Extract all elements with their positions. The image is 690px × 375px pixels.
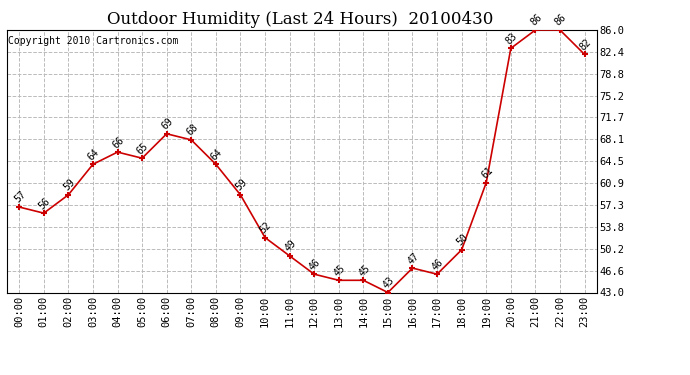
Text: 83: 83 xyxy=(504,31,520,46)
Text: 64: 64 xyxy=(86,147,101,162)
Text: 82: 82 xyxy=(578,37,593,52)
Text: 68: 68 xyxy=(184,122,199,138)
Text: 46: 46 xyxy=(307,256,323,272)
Text: 66: 66 xyxy=(110,135,126,150)
Text: 61: 61 xyxy=(480,165,495,180)
Text: 43: 43 xyxy=(381,275,396,290)
Text: 86: 86 xyxy=(529,12,544,28)
Text: 65: 65 xyxy=(135,141,150,156)
Text: 59: 59 xyxy=(61,177,77,193)
Text: 49: 49 xyxy=(283,238,298,254)
Text: 56: 56 xyxy=(37,196,52,211)
Text: Copyright 2010 Cartronics.com: Copyright 2010 Cartronics.com xyxy=(8,36,179,46)
Text: 45: 45 xyxy=(356,263,372,278)
Text: 50: 50 xyxy=(455,232,470,248)
Text: Outdoor Humidity (Last 24 Hours)  20100430: Outdoor Humidity (Last 24 Hours) 2010043… xyxy=(107,11,493,28)
Text: 59: 59 xyxy=(233,177,249,193)
Text: 46: 46 xyxy=(430,256,446,272)
Text: 52: 52 xyxy=(258,220,273,236)
Text: 86: 86 xyxy=(553,12,569,28)
Text: 69: 69 xyxy=(159,116,175,132)
Text: 57: 57 xyxy=(12,189,28,205)
Text: 47: 47 xyxy=(406,251,421,266)
Text: 45: 45 xyxy=(332,263,347,278)
Text: 64: 64 xyxy=(209,147,224,162)
